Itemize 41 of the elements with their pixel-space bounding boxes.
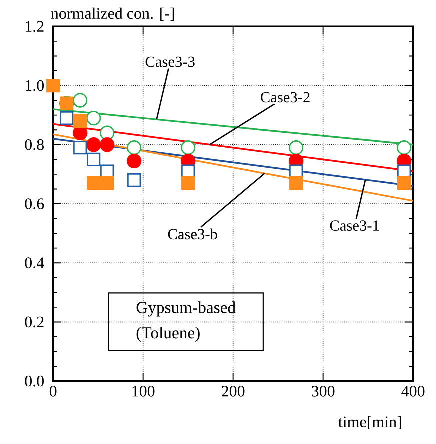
text: Case3-2	[261, 92, 310, 103]
point	[180, 140, 196, 156]
text: Case3-b	[168, 228, 218, 240]
y-tick-label: 0.8	[25, 139, 44, 150]
y-tick-label: 1.2	[26, 21, 44, 32]
text: Case3-1	[330, 220, 380, 231]
y-tick-label: 1.0	[26, 80, 44, 92]
point	[87, 152, 101, 166]
point	[100, 126, 115, 140]
point	[128, 174, 142, 188]
point	[74, 141, 88, 155]
point	[288, 140, 304, 156]
y-tick-label: 0.4	[25, 258, 44, 269]
point	[86, 138, 102, 152]
x-tick-label: 200	[222, 386, 245, 397]
x-tick-label: 100	[132, 386, 155, 397]
point	[60, 111, 74, 126]
point	[100, 176, 114, 190]
point	[182, 176, 196, 190]
point	[290, 176, 304, 190]
point	[86, 110, 102, 126]
x-tick-label: 400	[402, 386, 425, 397]
x-axis-title: time[min]	[338, 416, 402, 430]
y-tick-label: 0.0	[25, 376, 44, 387]
annotation: (Toluene)	[136, 326, 200, 342]
y-axis-title: normalized con. [-]	[51, 8, 174, 22]
point	[398, 176, 412, 190]
point	[396, 140, 412, 156]
annotation: Gypsum-based	[136, 302, 236, 317]
point	[46, 78, 60, 93]
y-tick-label: 0.6	[25, 198, 44, 210]
x-tick-label: 300	[312, 386, 335, 397]
x-tick-label: 0	[50, 386, 57, 397]
point	[74, 114, 88, 128]
point	[72, 93, 88, 108]
point	[126, 154, 142, 168]
text: Case3-3	[146, 56, 195, 68]
point	[126, 140, 142, 156]
y-tick-label: 0.2	[25, 316, 44, 328]
point	[100, 138, 115, 152]
point	[87, 176, 101, 190]
